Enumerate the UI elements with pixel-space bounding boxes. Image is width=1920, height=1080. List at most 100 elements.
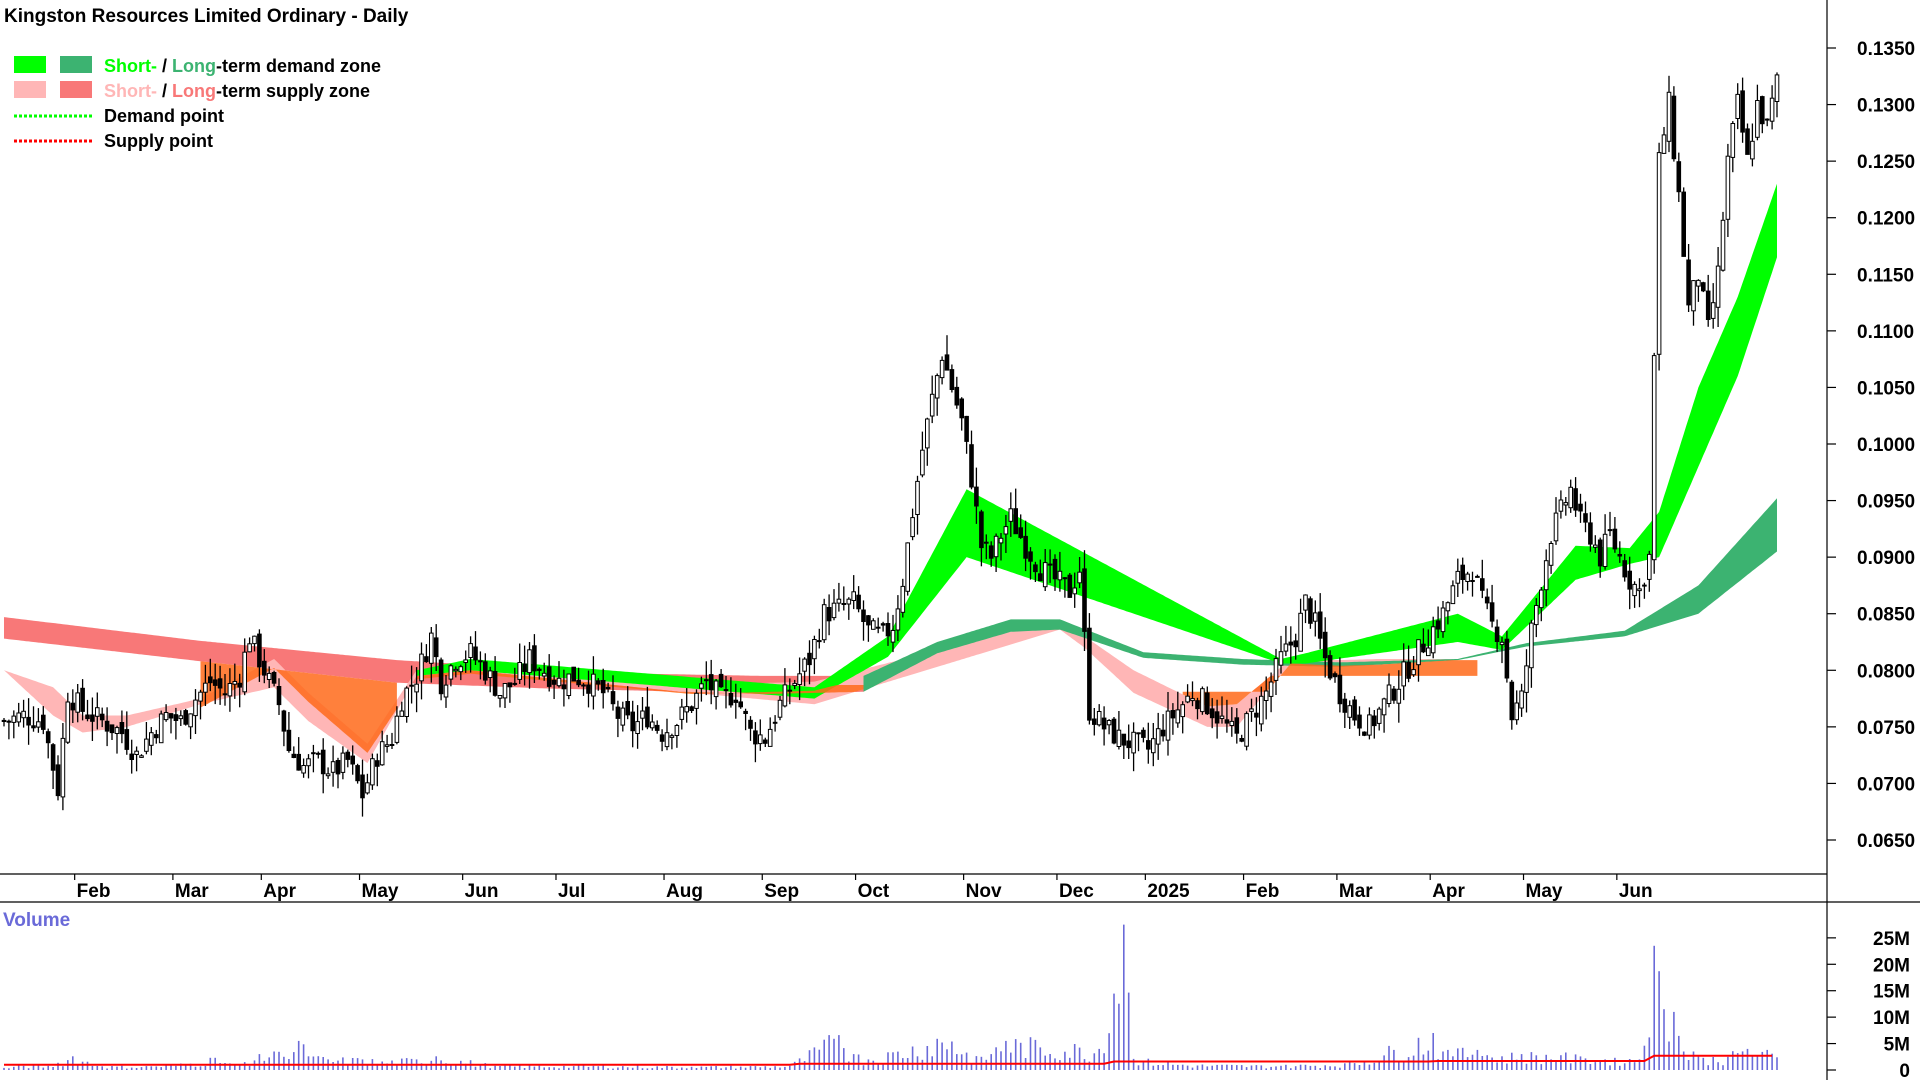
price-body <box>492 671 498 696</box>
price-body <box>1293 640 1299 648</box>
price-body <box>1205 692 1210 715</box>
price-body <box>1023 535 1028 559</box>
price-body <box>993 535 999 558</box>
price-body <box>1352 699 1357 721</box>
price-body <box>841 603 847 605</box>
price-body <box>1214 711 1220 724</box>
price-body <box>399 710 405 717</box>
price-tick-label: 0.1200 <box>1857 209 1915 230</box>
price-body <box>1416 639 1421 666</box>
price-body <box>345 751 351 760</box>
time-tick-label: Feb <box>1246 881 1280 902</box>
price-body <box>1681 191 1687 257</box>
price-body <box>355 765 360 782</box>
price-body <box>708 674 714 691</box>
price-body <box>541 672 547 677</box>
price-body <box>1042 562 1048 588</box>
price-body <box>537 668 542 671</box>
price-body <box>1578 503 1583 512</box>
legend-label-part: Long <box>172 56 216 76</box>
price-body <box>1774 74 1780 103</box>
price-body <box>232 681 238 685</box>
price-body <box>1440 607 1446 633</box>
price-body <box>1568 486 1574 509</box>
price-body <box>620 707 626 726</box>
price-body <box>1504 638 1510 679</box>
price-body <box>1686 259 1691 306</box>
price-tick-label: 0.1150 <box>1857 265 1914 286</box>
price-body <box>821 604 827 641</box>
price-body <box>1003 526 1009 535</box>
price-body <box>1342 698 1348 713</box>
price-body <box>487 670 493 679</box>
price-body <box>1303 594 1308 611</box>
price-body <box>728 693 734 706</box>
price-body <box>527 649 532 674</box>
time-tick-label: May <box>1526 881 1563 902</box>
price-body <box>1087 627 1092 721</box>
price-body <box>1543 560 1549 591</box>
price-body <box>1519 690 1524 709</box>
legend-swatch-short <box>14 81 46 98</box>
price-body <box>1190 698 1195 702</box>
price-body <box>45 731 51 744</box>
price-body <box>237 682 242 688</box>
price-body <box>802 658 807 672</box>
price-body <box>335 760 341 775</box>
price-body <box>1111 718 1117 744</box>
price-body <box>16 712 21 723</box>
price-body <box>954 386 960 406</box>
price-body <box>1376 708 1382 724</box>
price-body <box>1209 708 1215 719</box>
price-body <box>581 684 586 687</box>
legend-label-part: -term supply zone <box>216 81 370 101</box>
price-body <box>507 682 513 688</box>
price-body <box>257 633 262 668</box>
price-body <box>1499 641 1505 646</box>
price-body <box>1229 720 1235 727</box>
price-body <box>11 715 17 723</box>
price-body <box>1642 584 1647 587</box>
price-body <box>1146 740 1151 750</box>
price-body <box>1062 577 1068 580</box>
price-body <box>443 684 449 698</box>
price-body <box>1033 564 1038 573</box>
price-body <box>80 687 85 712</box>
price-body <box>1426 647 1431 657</box>
legend-swatch-short <box>14 56 46 73</box>
price-body <box>404 687 409 717</box>
price-body <box>1421 643 1426 653</box>
price-body <box>905 542 911 592</box>
price-body <box>129 753 134 760</box>
price-body <box>571 666 577 682</box>
price-body <box>635 721 640 734</box>
price-body <box>767 728 773 747</box>
price-body <box>463 659 468 664</box>
price-tick-label: 0.0800 <box>1857 661 1915 682</box>
price-body <box>178 715 184 720</box>
price-body <box>939 359 945 379</box>
price-body <box>379 741 385 766</box>
price-body <box>1651 355 1657 561</box>
price-body <box>242 651 247 693</box>
price-body <box>75 692 81 713</box>
price-body <box>414 683 419 693</box>
price-body <box>596 680 601 685</box>
price-body <box>266 672 272 681</box>
time-tick-label: Jun <box>1619 881 1653 902</box>
volume-title: Volume <box>3 910 70 931</box>
price-body <box>713 680 719 698</box>
price-body <box>694 692 699 709</box>
price-body <box>1263 690 1269 701</box>
price-body <box>1465 573 1470 582</box>
price-body <box>1406 661 1411 679</box>
price-body <box>1077 571 1082 584</box>
price-body <box>1131 731 1136 754</box>
price-body <box>1155 728 1161 745</box>
price-body <box>1200 688 1205 713</box>
price-body <box>163 712 169 721</box>
time-tick-label: Apr <box>1432 881 1465 902</box>
price-body <box>448 665 454 680</box>
price-body <box>1647 553 1652 580</box>
